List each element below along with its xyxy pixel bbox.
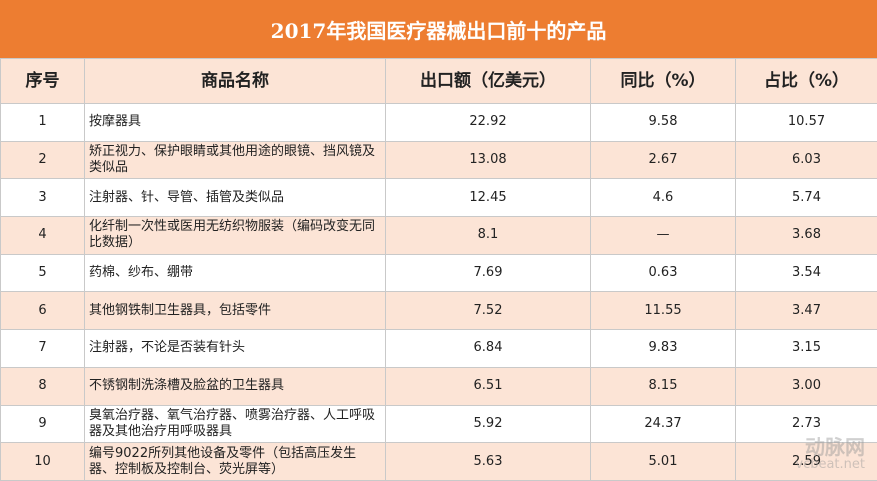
table-cell: 12.45 [386, 179, 591, 217]
table-cell: 6.03 [736, 141, 877, 179]
table-cell: 1 [1, 104, 85, 142]
product-name-cell: 编号9022所列其他设备及零件（包括高压发生器、控制板及控制台、荧光屏等） [85, 443, 386, 481]
table-cell: 7.52 [386, 292, 591, 330]
table-title: 2017年我国医疗器械出口前十的产品 [0, 0, 877, 58]
table-cell: 3 [1, 179, 85, 217]
table-cell: 22.92 [386, 104, 591, 142]
table-cell: 3.47 [736, 292, 877, 330]
product-name-cell: 化纤制一次性或医用无纺织物服装（编码改变无同比数据） [85, 217, 386, 255]
table-cell: 8 [1, 367, 85, 405]
table-cell: 4 [1, 217, 85, 255]
table-cell: 3.00 [736, 367, 877, 405]
watermark-text: 动脉网 [795, 438, 865, 456]
table-cell: 5 [1, 254, 85, 292]
table-cell: 8.15 [591, 367, 736, 405]
table-cell: 24.37 [591, 405, 736, 443]
product-name-cell: 不锈钢制洗涤槽及脸盆的卫生器具 [85, 367, 386, 405]
table-cell: 3.68 [736, 217, 877, 255]
table-cell: 9.83 [591, 330, 736, 368]
header-row: 序号商品名称出口额（亿美元）同比（%）占比（%） [1, 59, 877, 104]
product-name-cell: 药棉、纱布、绷带 [85, 254, 386, 292]
table-cell: 3.15 [736, 330, 877, 368]
table-cell: 5.92 [386, 405, 591, 443]
table-cell: 5.63 [386, 443, 591, 481]
table-cell: 6.84 [386, 330, 591, 368]
table-cell: 7.69 [386, 254, 591, 292]
product-name-cell: 注射器、针、导管、插管及类似品 [85, 179, 386, 217]
table-cell: 4.6 [591, 179, 736, 217]
header-cell: 序号 [1, 59, 85, 104]
product-name-cell: 注射器，不论是否装有针头 [85, 330, 386, 368]
table-cell: 5.01 [591, 443, 736, 481]
header-cell: 商品名称 [85, 59, 386, 104]
table-cell: 0.63 [591, 254, 736, 292]
product-name-cell: 按摩器具 [85, 104, 386, 142]
product-name-cell: 其他钢铁制卫生器具，包括零件 [85, 292, 386, 330]
table-cell: 11.55 [591, 292, 736, 330]
table-cell: 2.67 [591, 141, 736, 179]
table-cell: 10.57 [736, 104, 877, 142]
table-cell: 6.51 [386, 367, 591, 405]
header-cell: 出口额（亿美元） [386, 59, 591, 104]
table-cell: 2 [1, 141, 85, 179]
table-cell: 5.74 [736, 179, 877, 217]
header-cell: 占比（%） [736, 59, 877, 104]
product-name-cell: 矫正视力、保护眼睛或其他用途的眼镜、挡风镜及类似品 [85, 141, 386, 179]
table-cell: 13.08 [386, 141, 591, 179]
table-cell: — [591, 217, 736, 255]
table-cell: 8.1 [386, 217, 591, 255]
table-cell: 10 [1, 443, 85, 481]
watermark-text: vcbeat.net [795, 456, 865, 474]
header-cell: 同比（%） [591, 59, 736, 104]
table-cell: 9.58 [591, 104, 736, 142]
product-name-cell: 臭氧治疗器、氧气治疗器、喷雾治疗器、人工呼吸器及其他治疗用呼吸器具 [85, 405, 386, 443]
table-cell: 7 [1, 330, 85, 368]
table-cell: 9 [1, 405, 85, 443]
table-cell: 6 [1, 292, 85, 330]
table-cell: 3.54 [736, 254, 877, 292]
